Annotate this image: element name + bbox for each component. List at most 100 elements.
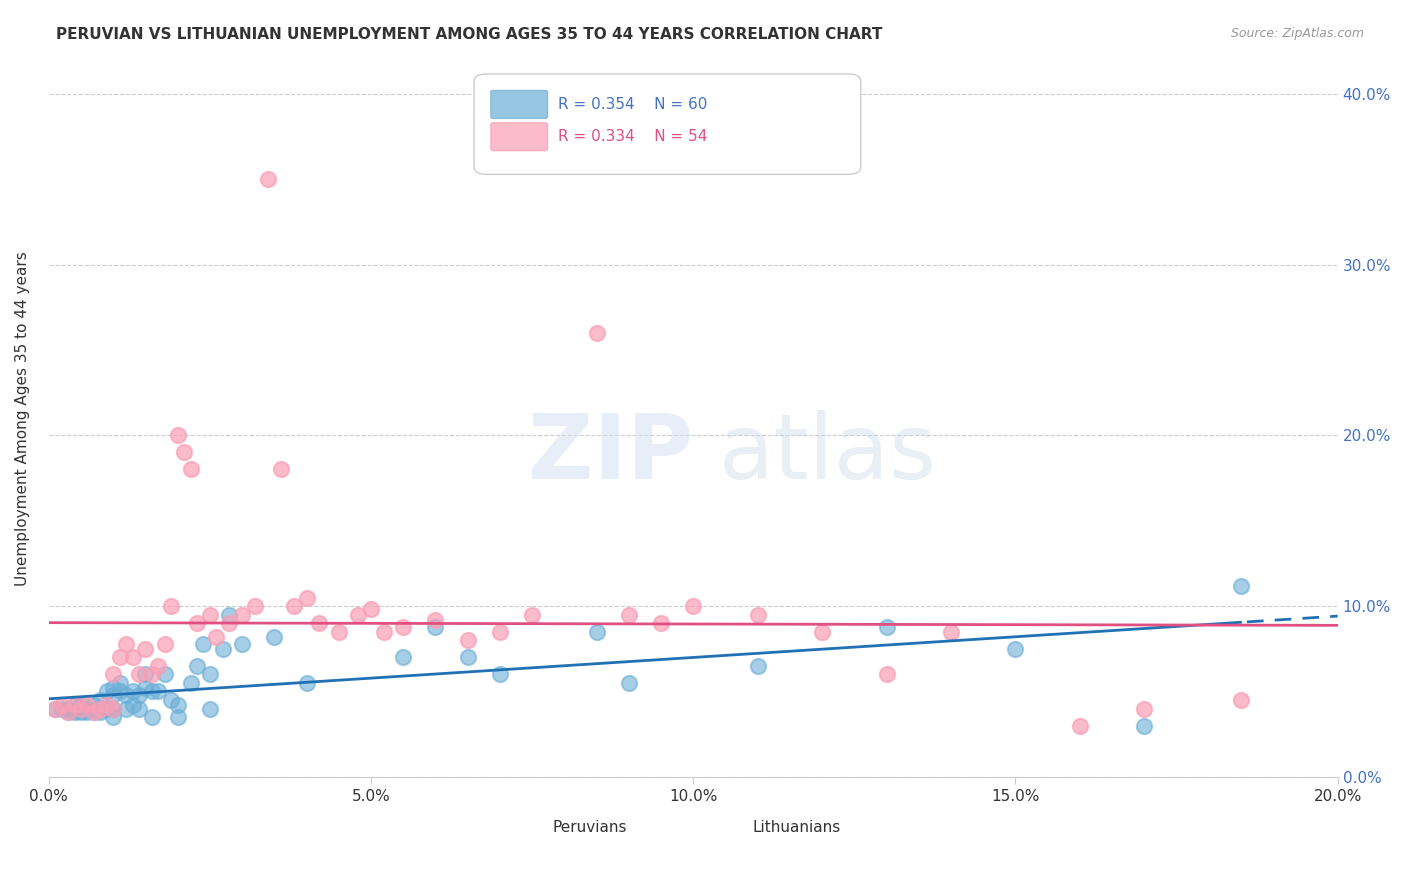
Point xyxy=(218,616,240,631)
Point xyxy=(198,607,221,622)
Point xyxy=(425,613,447,627)
Point xyxy=(103,710,125,724)
Point xyxy=(328,624,350,639)
Point xyxy=(186,616,208,631)
Point xyxy=(373,624,395,639)
Point xyxy=(360,602,382,616)
Point xyxy=(160,693,183,707)
Point xyxy=(44,701,66,715)
Point xyxy=(56,701,79,715)
Point xyxy=(63,705,86,719)
Point xyxy=(115,688,138,702)
Point xyxy=(1004,641,1026,656)
Point xyxy=(231,607,253,622)
Point xyxy=(392,619,415,633)
Point xyxy=(160,599,183,613)
Point xyxy=(218,607,240,622)
Point xyxy=(76,701,98,715)
Text: PERUVIAN VS LITHUANIAN UNEMPLOYMENT AMONG AGES 35 TO 44 YEARS CORRELATION CHART: PERUVIAN VS LITHUANIAN UNEMPLOYMENT AMON… xyxy=(56,27,883,42)
Point xyxy=(83,698,105,712)
Point xyxy=(56,705,79,719)
Point xyxy=(650,616,672,631)
Point xyxy=(489,667,512,681)
Point xyxy=(115,637,138,651)
Point xyxy=(83,705,105,719)
Point xyxy=(520,607,543,622)
Point xyxy=(96,698,118,712)
Point xyxy=(96,684,118,698)
Point xyxy=(89,701,111,715)
Point xyxy=(876,619,898,633)
Point xyxy=(63,698,86,712)
Text: R = 0.334    N = 54: R = 0.334 N = 54 xyxy=(558,128,707,144)
FancyBboxPatch shape xyxy=(474,74,860,174)
Point xyxy=(186,658,208,673)
Point xyxy=(96,701,118,715)
Point xyxy=(1230,693,1253,707)
Point xyxy=(89,693,111,707)
Point xyxy=(489,624,512,639)
Point xyxy=(295,591,318,605)
Point xyxy=(392,650,415,665)
Point xyxy=(617,676,640,690)
Point xyxy=(108,676,131,690)
Point xyxy=(166,698,188,712)
Point xyxy=(193,637,215,651)
Text: Peruvians: Peruvians xyxy=(553,820,627,835)
Point xyxy=(263,630,285,644)
Point xyxy=(103,701,125,715)
Point xyxy=(457,650,479,665)
Point xyxy=(308,616,330,631)
Point xyxy=(205,630,228,644)
Point xyxy=(283,599,305,613)
Point xyxy=(70,698,93,712)
Point xyxy=(257,172,280,186)
Point xyxy=(295,676,318,690)
Point xyxy=(76,705,98,719)
Point xyxy=(44,701,66,715)
Point xyxy=(876,667,898,681)
Point xyxy=(180,676,202,690)
Point xyxy=(211,641,233,656)
Point xyxy=(198,701,221,715)
Y-axis label: Unemployment Among Ages 35 to 44 years: Unemployment Among Ages 35 to 44 years xyxy=(15,251,30,585)
Point xyxy=(1133,718,1156,732)
Point xyxy=(148,684,170,698)
Point xyxy=(83,705,105,719)
Text: atlas: atlas xyxy=(718,410,936,498)
Point xyxy=(63,698,86,712)
Point xyxy=(231,637,253,651)
Point xyxy=(939,624,962,639)
FancyBboxPatch shape xyxy=(491,90,547,119)
Point xyxy=(747,658,769,673)
Point xyxy=(1133,701,1156,715)
Point xyxy=(457,633,479,648)
Point xyxy=(89,705,111,719)
Point xyxy=(1069,718,1091,732)
Point xyxy=(134,667,156,681)
Point xyxy=(347,607,370,622)
Point xyxy=(108,684,131,698)
Point xyxy=(270,462,292,476)
Point xyxy=(141,667,163,681)
Point xyxy=(121,684,143,698)
Point xyxy=(166,710,188,724)
Text: ZIP: ZIP xyxy=(529,410,693,498)
Point xyxy=(585,326,607,340)
Point xyxy=(153,637,176,651)
Text: Lithuanians: Lithuanians xyxy=(752,820,841,835)
Point xyxy=(128,701,150,715)
FancyBboxPatch shape xyxy=(491,123,547,151)
Point xyxy=(1230,578,1253,592)
Point xyxy=(70,705,93,719)
Point xyxy=(70,701,93,715)
Point xyxy=(141,710,163,724)
Point xyxy=(173,445,195,459)
Point xyxy=(134,641,156,656)
FancyBboxPatch shape xyxy=(498,814,554,839)
Point xyxy=(115,701,138,715)
Point xyxy=(56,705,79,719)
Point xyxy=(103,701,125,715)
Text: R = 0.354    N = 60: R = 0.354 N = 60 xyxy=(558,96,707,112)
Point xyxy=(121,650,143,665)
